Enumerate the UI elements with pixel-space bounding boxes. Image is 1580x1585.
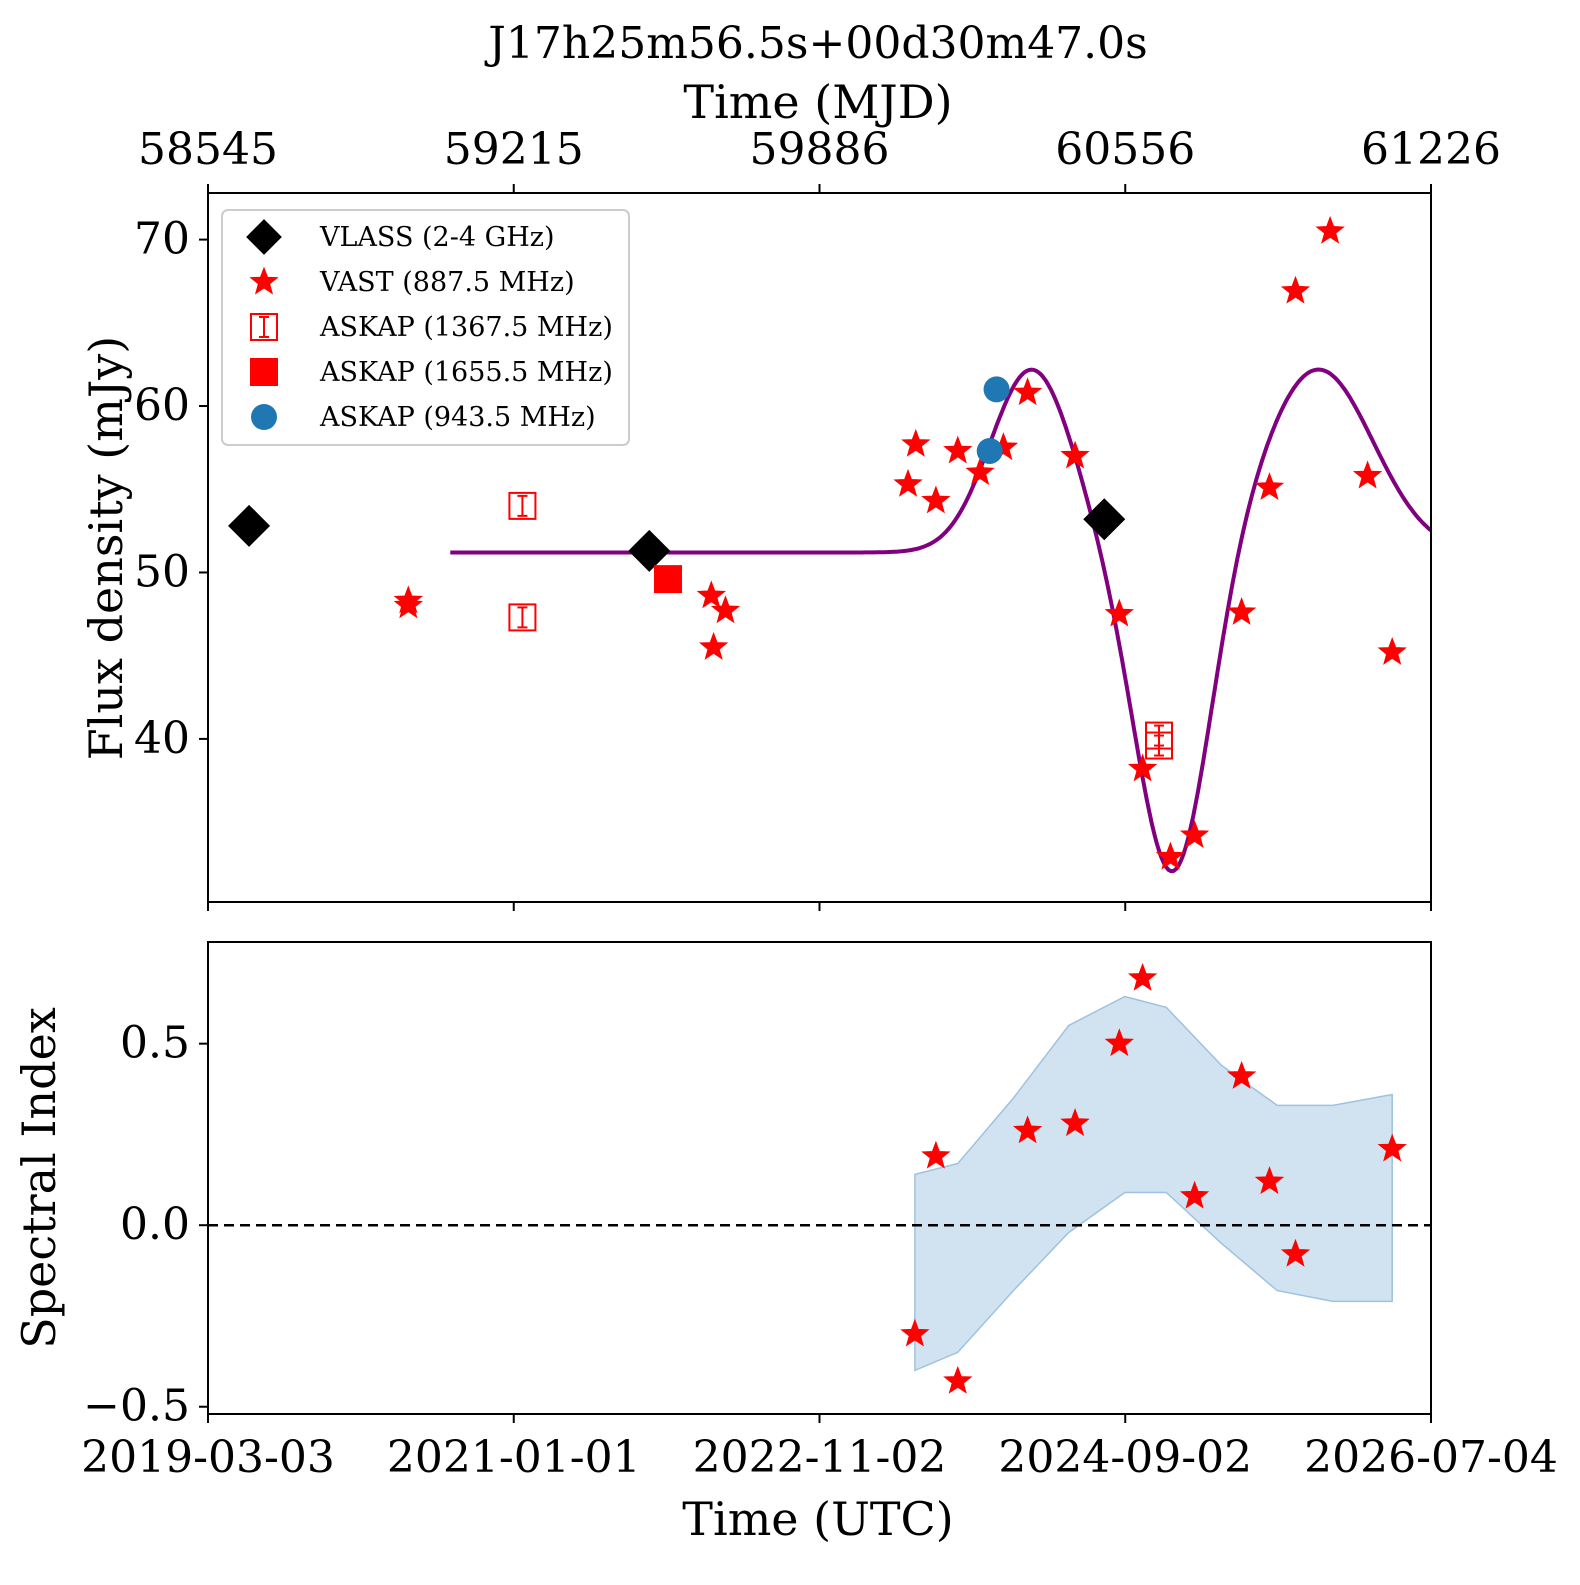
top-ytick-label-3: 70: [134, 214, 190, 265]
legend-marker-2: [250, 313, 278, 341]
flux-point-s1-5: [893, 468, 923, 497]
flux-point-s1-14: [1127, 753, 1158, 782]
top-panel-ticks: 40 50 60 70 58545 59215 59886 60556 61226: [134, 124, 1501, 911]
spectral-point-10: [1280, 1238, 1311, 1267]
legend-label-2: ASKAP (1367.5 MHz): [319, 312, 613, 343]
bottom-ytick-label-2: 0.5: [120, 1018, 190, 1069]
top-x-axis-title: Time (MJD): [683, 75, 952, 129]
flux-point-s1-6: [901, 428, 931, 457]
legend-label-4: ASKAP (943.5 MHz): [319, 402, 596, 433]
top-ytick-label-1: 50: [134, 546, 190, 597]
flux-point-s1-7: [921, 485, 951, 514]
legend-label-0: VLASS (2-4 GHz): [319, 222, 555, 253]
legend-marker-3: [250, 358, 278, 386]
flux-point-s1-22: [1377, 636, 1407, 665]
flux-point-s0-0: [228, 504, 271, 547]
spectral-point-4: [1060, 1108, 1090, 1137]
bottom-xtick-label-2: 2022-11-02: [693, 1432, 947, 1483]
flux-point-s1-20: [1315, 215, 1345, 244]
mjd-tick-label-3: 60556: [1055, 124, 1195, 175]
flux-point-s1-18: [1254, 472, 1285, 501]
flux-point-s1-16: [1179, 819, 1210, 848]
mjd-tick-label-1: 59215: [444, 124, 584, 175]
legend: VLASS (2-4 GHz) VAST (887.5 MHz) ASKAP (13…: [221, 209, 630, 446]
spectral-point-7: [1179, 1180, 1210, 1209]
flux-point-s2-3: [1145, 731, 1174, 760]
legend-marker-4: [251, 404, 277, 430]
spectral-point-1: [921, 1140, 951, 1169]
legend-marker-1: [249, 266, 279, 295]
flux-point-s2-0: [508, 491, 537, 520]
chart-title: J17h25m56.5s+00d30m47.0s: [484, 18, 1148, 69]
model-curve-line: [450, 367, 1433, 874]
mjd-tick-label-4: 61226: [1361, 124, 1501, 175]
spectral-index-band: [914, 995, 1393, 1372]
top-y-axis-title: Flux density (mJy): [79, 336, 133, 760]
flux-point-s3-0: [653, 565, 682, 594]
bottom-xtick-label-1: 2021-01-01: [387, 1432, 641, 1483]
bottom-xtick-label-3: 2024-09-02: [998, 1432, 1252, 1483]
spectral-index-panel: −0.5 0.0 0.5 2019-03-03 2021-01-01 2022-11-02…: [12, 941, 1558, 1546]
flux-point-s1-12: [1060, 440, 1090, 469]
bottom-xtick-label-4: 2026-07-04: [1304, 1432, 1558, 1483]
spectral-point-0: [900, 1318, 930, 1347]
flux-density-panel: 40 50 60 70 58545 59215 59886 60556 61226 Flux d…: [79, 124, 1501, 911]
bottom-xtick-label-0: 2019-03-03: [81, 1432, 335, 1483]
legend-label-1: VAST (887.5 MHz): [319, 267, 575, 298]
uncertainty-band-layer: [914, 995, 1393, 1372]
spectral-point-9: [1254, 1166, 1285, 1195]
flux-point-s1-21: [1352, 460, 1383, 489]
flux-point-s1-9: [965, 457, 995, 486]
spectral-point-11: [1377, 1133, 1407, 1162]
bottom-y-axis-title: Spectral Index: [12, 1007, 66, 1349]
legend-label-3: ASKAP (1655.5 MHz): [319, 357, 613, 388]
flux-point-s1-2: [696, 580, 727, 609]
flux-point-s1-1: [393, 590, 423, 619]
flux-point-s1-15: [1155, 841, 1186, 870]
spectral-point-3: [1012, 1115, 1043, 1144]
flux-point-s1-11: [1012, 377, 1043, 406]
spectral-point-5: [1104, 1028, 1134, 1057]
flux-point-s1-3: [698, 631, 729, 660]
flux-point-s2-1: [508, 603, 537, 632]
legend-frame: [221, 209, 630, 446]
flux-point-s4-1: [983, 376, 1010, 403]
flux-point-s4-0: [976, 437, 1003, 464]
spectral-point-6: [1127, 962, 1158, 991]
bottom-ytick-label-0: −0.5: [83, 1381, 190, 1432]
legend-marker-0: [246, 219, 282, 255]
flux-point-s1-13: [1104, 598, 1134, 627]
bottom-x-axis-title: Time (UTC): [682, 1492, 953, 1546]
flux-point-s0-2: [1083, 498, 1126, 541]
flux-point-s1-19: [1280, 275, 1311, 304]
top-ytick-label-0: 40: [134, 713, 190, 764]
bottom-ytick-label-1: 0.0: [120, 1199, 190, 1250]
flux-point-s0-1: [628, 529, 671, 572]
flux-point-s1-17: [1226, 596, 1257, 625]
spectral-index-points-layer: [900, 962, 1407, 1394]
mjd-tick-label-0: 58545: [138, 124, 278, 175]
top-ytick-label-2: 60: [134, 380, 190, 431]
flux-point-s1-8: [943, 435, 973, 464]
spectral-point-8: [1226, 1060, 1257, 1089]
spectral-point-2: [943, 1365, 973, 1394]
bottom-panel-ticks: −0.5 0.0 0.5 2019-03-03 2021-01-01 2022-11-02…: [81, 1018, 1558, 1483]
flux-points-layer: [228, 215, 1407, 870]
mjd-tick-label-2: 59886: [750, 124, 890, 175]
model-curve-layer: [450, 367, 1433, 874]
flux-point-s1-4: [710, 595, 741, 624]
